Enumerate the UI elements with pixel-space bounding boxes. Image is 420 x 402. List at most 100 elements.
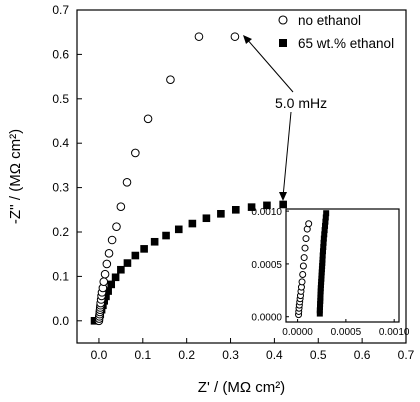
- inset-x-tick-label-1: 0.0005: [331, 327, 362, 338]
- inset-eth-series-0-point-5: [317, 294, 324, 301]
- main-x-tick-label-5: 0.5: [310, 348, 327, 362]
- inset-y-tick-label-0: 0.0000: [251, 313, 282, 324]
- main-x-tick-label-7: 0.7: [398, 348, 415, 362]
- inset-noeth-series-0-point-9: [298, 278, 306, 286]
- main-y-tick-label-1: 0.1: [52, 269, 69, 283]
- main-y-tick-label-5: 0.5: [52, 92, 69, 106]
- inset-eth-series-0-point-7: [317, 288, 324, 295]
- main-eth-series-0-point-17: [188, 219, 197, 228]
- inset-eth-series-0-point-6: [317, 291, 324, 298]
- inset-eth-series-0-point-24: [321, 227, 328, 234]
- main-eth-series-0-point-7: [104, 287, 112, 295]
- main-eth-series-0-point-19: [217, 209, 225, 218]
- main-noeth-series-0-point-23: [166, 75, 175, 85]
- inset-eth-series-0-point-13: [318, 269, 325, 276]
- main-eth-series-0-point-22: [263, 201, 271, 210]
- annotation-label: 5.0 mHz: [275, 95, 327, 111]
- inset-eth-series-0-point-25: [322, 222, 329, 229]
- main-noeth-series-0-point-25: [230, 32, 240, 41]
- main-plot: 0.0 0.1 0.2 0.3 0.4 0.5 0.6 0.7 0.0 0.1 0.2 0.3 0.4 0…: [7, 3, 415, 396]
- inset-x-tick-label-2: 0.0010: [379, 327, 410, 338]
- inset-eth-series-0-point-21: [320, 239, 327, 246]
- main-noeth-series-0-point-19: [116, 202, 126, 211]
- legend-label-no-ethanol: no ethanol: [298, 13, 361, 28]
- main-y-tick-label-6: 0.6: [52, 47, 69, 61]
- main-eth-series-0-point-10: [117, 265, 125, 274]
- main-eth-series-0-point-15: [162, 231, 170, 240]
- legend-marker-65-ethanol: [279, 39, 287, 47]
- legend-label-65-ethanol: 65 wt.% ethanol: [298, 36, 394, 51]
- inset-eth-series-0-point-11: [318, 275, 325, 282]
- main-noeth-series-0-point-18: [112, 222, 121, 231]
- inset-noeth-series-0-point-13: [301, 244, 309, 252]
- inset-eth-series-0-point-8: [317, 285, 324, 292]
- inset-eth-series-0-point-2: [316, 304, 323, 311]
- main-eth-series-0-point-9: [111, 273, 120, 282]
- main-y-tick-label-2: 0.2: [52, 225, 69, 239]
- main-x-tick-label-6: 0.6: [354, 348, 371, 362]
- main-eth-series-0-point-18: [202, 214, 211, 223]
- inset-noeth-series-0-point-10: [299, 270, 307, 278]
- inset-eth-series-0-point-27: [322, 214, 329, 221]
- main-eth-series-0-point-23: [279, 200, 287, 209]
- inset-eth-series-0-point-18: [319, 252, 326, 259]
- main-noeth-series-0-point-14: [100, 269, 110, 279]
- main-eth-series-0-point-0: [90, 317, 99, 325]
- inset-eth-series-0-point-12: [318, 272, 325, 279]
- main-x-tick-label-3: 0.3: [222, 348, 239, 362]
- main-y-tick-label-7: 0.7: [52, 3, 69, 17]
- inset-eth-series-0-point-1: [316, 307, 323, 314]
- main-x-tick-label-1: 0.1: [134, 348, 151, 362]
- legend: no ethanol 65 wt.% ethanol: [278, 13, 394, 51]
- inset-eth-series-0-point-17: [319, 256, 326, 263]
- main-noeth-series-0-point-17: [107, 235, 117, 245]
- main-y-tick-label-0: 0.0: [52, 314, 69, 328]
- main-eth-series-0-point-11: [123, 259, 132, 267]
- inset-plot: 0.0000 0.0005 0.0010 0.0000 0.0005 0.0010: [251, 207, 409, 338]
- main-eth-series-0-point-13: [140, 245, 148, 253]
- inset-eth-series-0-point-23: [321, 231, 328, 238]
- y-axis-title: -Z'' / (MΩ cm²): [7, 129, 24, 224]
- annotation-arrowhead-upper: [243, 35, 252, 44]
- inset-noeth-series-0-point-11: [299, 262, 307, 270]
- inset-noeth-series-0-point-14: [302, 235, 310, 243]
- annotation-arrow-lower: [282, 111, 292, 198]
- inset-eth-series-0-point-0: [316, 310, 323, 317]
- inset-eth-series-0-point-10: [318, 278, 325, 285]
- inset-eth-series-0-point-20: [320, 244, 327, 251]
- legend-marker-no-ethanol: [278, 15, 288, 25]
- annotation-arrow-upper: [245, 37, 294, 93]
- main-noeth-series-0-point-13: [99, 277, 109, 287]
- inset-y-tick-label-2: 0.0010: [251, 207, 282, 218]
- main-noeth-series-0-point-16: [104, 249, 114, 258]
- main-eth-series-0-point-8: [107, 280, 116, 289]
- inset-eth-series-0-point-15: [319, 263, 326, 270]
- main-noeth-series-0-point-21: [131, 148, 140, 158]
- main-eth-series-0-point-14: [150, 237, 159, 246]
- main-y-tick-label-3: 0.3: [52, 181, 69, 195]
- x-axis-title: Z' / (MΩ cm²): [198, 379, 285, 396]
- inset-eth-series-0-point-26: [322, 218, 329, 225]
- inset-eth-series-0-point-16: [319, 259, 326, 266]
- inset-eth-series-0-point-4: [317, 297, 324, 304]
- main-noeth-series-0-point-20: [122, 177, 132, 187]
- main-y-tick-label-4: 0.4: [52, 136, 69, 150]
- main-eth-series-0-point-20: [231, 206, 240, 214]
- inset-eth-series-0-point-22: [320, 235, 327, 242]
- main-x-tick-label-0: 0.0: [91, 348, 108, 362]
- annotation-arrowhead-lower: [279, 192, 287, 201]
- main-noeth-series-0-point-15: [102, 259, 112, 269]
- inset-noeth-series-0-point-12: [300, 254, 308, 262]
- main-x-tick-label-2: 0.2: [178, 348, 195, 362]
- main-eth-series-0-point-16: [174, 225, 183, 234]
- inset-y-tick-label-1: 0.0005: [251, 260, 282, 271]
- inset-eth-series-0-point-19: [319, 248, 326, 255]
- inset-eth-series-0-point-3: [317, 301, 324, 308]
- inset-eth-series-0-point-28: [323, 210, 330, 217]
- inset-eth-series-0-point-9: [317, 282, 324, 289]
- main-noeth-series-0-point-22: [143, 114, 153, 124]
- main-eth-series-0-point-12: [131, 251, 140, 260]
- main-eth-series-0-point-6: [102, 292, 110, 301]
- inset-eth-series-0-point-14: [318, 266, 325, 273]
